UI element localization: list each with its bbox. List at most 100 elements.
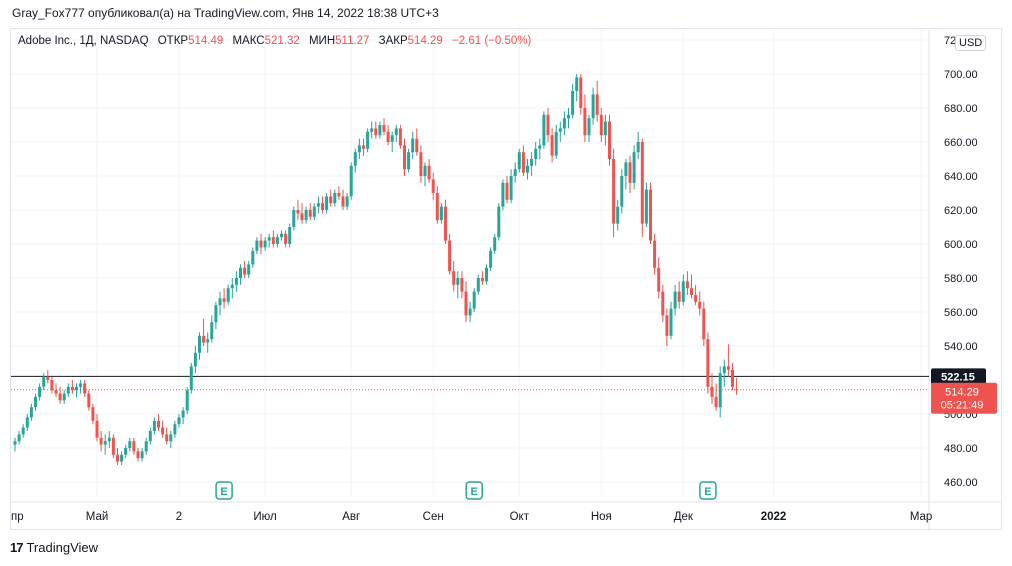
candle-body xyxy=(189,366,193,391)
candle-body xyxy=(214,305,218,323)
candle-body xyxy=(210,322,214,340)
earnings-marker-box xyxy=(699,481,717,500)
y-tick-label: 660.00 xyxy=(944,137,978,149)
candle-body xyxy=(509,176,513,200)
candle-body xyxy=(501,182,505,207)
candle-body xyxy=(345,196,349,207)
candle xyxy=(259,233,263,255)
candle xyxy=(624,159,628,190)
candle xyxy=(407,148,411,173)
candle-body xyxy=(128,441,132,448)
candle-body xyxy=(316,203,320,207)
candle xyxy=(136,448,140,462)
candle-body xyxy=(362,145,365,149)
candle xyxy=(70,380,74,394)
candle-body xyxy=(472,291,476,309)
candle xyxy=(25,414,29,431)
earnings-marker-label: E xyxy=(220,486,227,498)
candle xyxy=(403,138,406,176)
candle-body xyxy=(632,152,636,183)
candle xyxy=(558,121,562,142)
candle xyxy=(521,145,525,176)
candle-body xyxy=(239,267,242,278)
candle xyxy=(694,284,698,306)
candle-body xyxy=(292,210,296,227)
candle-body xyxy=(308,210,312,217)
candle xyxy=(132,437,136,455)
candle xyxy=(562,111,566,136)
candle-body xyxy=(497,206,501,238)
candle xyxy=(456,271,460,299)
candle xyxy=(214,301,218,329)
candle xyxy=(21,424,25,438)
candle xyxy=(177,414,181,428)
candle xyxy=(673,284,677,316)
candle xyxy=(128,437,132,452)
currency-button[interactable]: USD xyxy=(955,35,987,51)
candle xyxy=(665,308,669,346)
candle-body xyxy=(243,267,247,275)
candle-body xyxy=(718,373,722,408)
candle xyxy=(603,114,607,146)
candle xyxy=(722,359,726,387)
candle-body xyxy=(517,152,521,170)
y-tick-label: 680.00 xyxy=(944,103,978,115)
candle-body xyxy=(152,420,156,431)
candle xyxy=(649,182,652,244)
last-price-box xyxy=(931,382,997,414)
candle-body xyxy=(357,145,361,153)
candle xyxy=(497,203,501,241)
candle-body xyxy=(165,434,169,442)
candle-body xyxy=(185,390,189,411)
candle xyxy=(218,291,222,316)
level-price-label: 522.15 xyxy=(931,368,986,385)
candle-body xyxy=(366,131,370,149)
candle-body xyxy=(87,393,91,408)
x-tick-label: Сен xyxy=(423,511,444,523)
chart-panel[interactable] xyxy=(10,28,1002,530)
candle-body xyxy=(591,94,595,119)
candle-body xyxy=(620,176,624,207)
candle xyxy=(124,444,128,459)
candle xyxy=(152,417,156,435)
candle xyxy=(370,121,374,139)
candle xyxy=(575,74,579,102)
candle-body xyxy=(489,250,493,268)
candle-body xyxy=(439,206,443,221)
candle-body xyxy=(456,278,460,285)
earnings-marker-box xyxy=(465,481,483,500)
candle xyxy=(398,125,402,149)
candle xyxy=(42,373,46,391)
candle-body xyxy=(665,315,669,336)
change-value: −2.61 (−0.50%) xyxy=(452,35,532,47)
candle-body xyxy=(521,152,525,173)
candle xyxy=(685,271,689,295)
x-tick-label: Ноя xyxy=(591,511,612,523)
candle xyxy=(288,223,292,248)
candle-body xyxy=(411,138,415,153)
candle xyxy=(95,414,99,442)
candle xyxy=(157,414,160,431)
candle xyxy=(169,431,173,448)
low-value: 511.27 xyxy=(335,35,370,47)
candle xyxy=(140,448,144,462)
candle-body xyxy=(79,383,83,387)
candle xyxy=(394,125,398,142)
candle xyxy=(616,199,620,231)
candle-body xyxy=(193,352,197,367)
candle xyxy=(640,138,644,238)
candle xyxy=(111,434,115,459)
candle xyxy=(505,176,509,204)
candle xyxy=(222,288,226,309)
candle-body xyxy=(427,165,431,180)
candle-body xyxy=(62,393,66,401)
candle-body xyxy=(669,308,673,336)
candle-body xyxy=(702,308,706,340)
candle-body xyxy=(370,128,374,132)
x-tick-label: Июл xyxy=(253,511,276,523)
candle xyxy=(312,203,316,221)
candle xyxy=(210,315,214,343)
